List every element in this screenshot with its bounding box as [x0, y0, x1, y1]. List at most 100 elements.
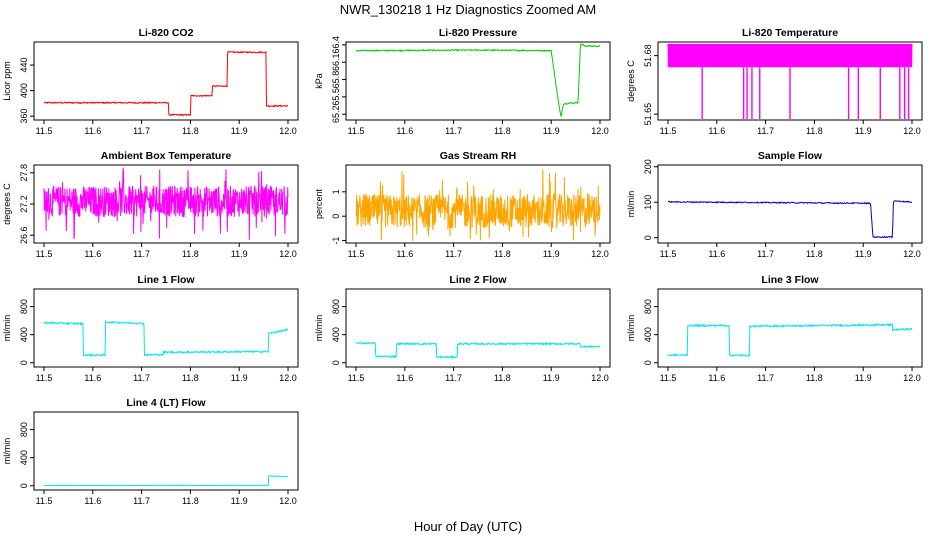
y-axis-label: ml/min [2, 438, 12, 465]
chart-panel-5: Gas Stream RH 11.5 11.6 11.7 11.8 11.9 12.0 -1 0… [314, 150, 611, 259]
chart-panel-9: Line 3 Flow 11.5 11.6 11.7 11.8 11.9 12.0 0 400 8… [626, 274, 923, 383]
chart-panel-3: Li-820 Temperature 11.5 11.6 11.7 11.8 11.9 12… [626, 27, 923, 136]
series-line [355, 169, 601, 242]
x-tick-label: 11.9 [855, 373, 872, 383]
plot-frame [33, 288, 299, 368]
chart-panel-6: Sample Flow 11.5 11.6 11.7 11.8 11.9 12.0 0 100 2… [626, 150, 923, 259]
figure-title: NWR_130218 1 Hz Diagnostics Zoomed AM [340, 2, 597, 17]
y-axis-label: ml/min [314, 315, 324, 342]
x-tick-label: 11.6 [396, 249, 413, 259]
chart-title: Li-820 CO2 [139, 27, 194, 39]
x-tick-label: 11.7 [133, 249, 150, 259]
x-tick-label: 11.9 [543, 126, 560, 136]
series-line [667, 322, 913, 358]
x-tick-label: 11.9 [543, 249, 560, 259]
y-tick-label: 400 [331, 327, 341, 342]
y-tick-label: 0 [331, 360, 341, 365]
x-tick-label: 11.5 [36, 126, 53, 136]
chart-title: Gas Stream RH [440, 150, 516, 162]
plot-frame [345, 41, 611, 121]
x-tick-label: 11.9 [543, 373, 560, 383]
y-axis-label: Licor ppm [2, 61, 12, 101]
x-tick-label: 12.0 [591, 126, 609, 136]
y-tick-label: 66.4 [331, 36, 341, 54]
x-tick-label: 11.8 [182, 126, 199, 136]
chart-panel-4: Ambient Box Temperature 11.5 11.6 11.7 11.8 1… [2, 150, 299, 259]
x-tick-label: 11.6 [396, 373, 413, 383]
y-tick-label: 27.8 [19, 164, 29, 182]
y-tick-label: 0 [643, 360, 653, 365]
x-tick-label: 11.6 [84, 373, 101, 383]
y-tick-label: 400 [19, 450, 29, 465]
x-tick-label: 12.0 [279, 496, 297, 506]
x-tick-label: 11.9 [231, 373, 248, 383]
chart-title: Ambient Box Temperature [101, 150, 232, 162]
x-tick-label: 11.9 [231, 126, 248, 136]
y-tick-label: -1 [331, 237, 341, 245]
y-tick-label: 51.65 [643, 103, 653, 126]
y-axis-label: ml/min [2, 315, 12, 342]
x-tick-label: 11.9 [231, 249, 248, 259]
x-tick-label: 11.7 [445, 249, 462, 259]
figure-x-label: Hour of Day (UTC) [414, 519, 522, 534]
y-tick-label: 800 [331, 299, 341, 314]
series-line [355, 341, 601, 360]
x-tick-label: 11.6 [708, 126, 725, 136]
y-tick-label: 65.5 [331, 88, 341, 106]
chart-title: Sample Flow [758, 150, 823, 162]
y-tick-label: 0 [331, 214, 341, 219]
y-tick-label: 0 [19, 360, 29, 365]
y-tick-label: 800 [643, 299, 653, 314]
x-tick-label: 11.6 [708, 249, 725, 259]
y-tick-label: 400 [19, 83, 29, 98]
panels-container: Li-820 CO2 11.5 11.6 11.7 11.8 11.9 12.0 360 400… [2, 27, 923, 506]
x-tick-label: 11.7 [133, 126, 150, 136]
x-tick-label: 11.7 [445, 373, 462, 383]
y-tick-label: 1 [331, 189, 341, 194]
plot-frame [657, 41, 923, 121]
plot-frame [345, 288, 611, 368]
y-tick-label: 100 [643, 195, 653, 210]
x-tick-label: 11.6 [708, 373, 725, 383]
x-tick-label: 11.7 [757, 373, 774, 383]
x-tick-label: 11.8 [182, 373, 199, 383]
x-tick-label: 11.8 [182, 249, 199, 259]
plot-frame [657, 288, 923, 368]
y-tick-label: 0 [643, 235, 653, 240]
y-tick-label: 27.2 [19, 195, 29, 213]
plot-frame [33, 41, 299, 121]
y-axis-label: ml/min [626, 315, 636, 342]
x-tick-label: 11.9 [855, 126, 872, 136]
y-axis-label: degrees C [2, 183, 12, 225]
x-tick-label: 11.7 [757, 249, 774, 259]
x-tick-label: 12.0 [903, 126, 921, 136]
chart-panel-1: Li-820 CO2 11.5 11.6 11.7 11.8 11.9 12.0 360 400… [2, 27, 299, 136]
x-tick-label: 11.8 [494, 373, 511, 383]
y-tick-label: 800 [19, 422, 29, 437]
x-tick-label: 11.5 [348, 373, 365, 383]
y-tick-label: 440 [19, 58, 29, 73]
x-tick-label: 11.5 [348, 249, 365, 259]
x-tick-label: 12.0 [591, 373, 609, 383]
chart-title: Line 4 (LT) Flow [126, 397, 206, 409]
x-tick-label: 11.8 [806, 126, 823, 136]
series-line [43, 50, 289, 117]
y-tick-label: 400 [643, 327, 653, 342]
plot-frame [33, 411, 299, 491]
chart-title: Line 2 Flow [449, 274, 507, 286]
y-tick-label: 360 [19, 109, 29, 124]
chart-panel-10: Line 4 (LT) Flow 11.5 11.6 11.7 11.8 11.9 12.0… [2, 397, 299, 506]
x-tick-label: 11.5 [348, 126, 365, 136]
x-tick-label: 11.8 [494, 249, 511, 259]
x-tick-label: 11.7 [757, 126, 774, 136]
x-tick-label: 11.7 [133, 496, 150, 506]
x-tick-label: 11.8 [182, 496, 199, 506]
y-tick-label: 200 [643, 159, 653, 174]
x-tick-label: 11.9 [855, 249, 872, 259]
y-tick-label: 66.1 [331, 53, 341, 71]
x-tick-label: 12.0 [903, 249, 921, 259]
x-tick-label: 12.0 [591, 249, 609, 259]
y-tick-label: 400 [19, 327, 29, 342]
x-tick-label: 11.7 [133, 373, 150, 383]
